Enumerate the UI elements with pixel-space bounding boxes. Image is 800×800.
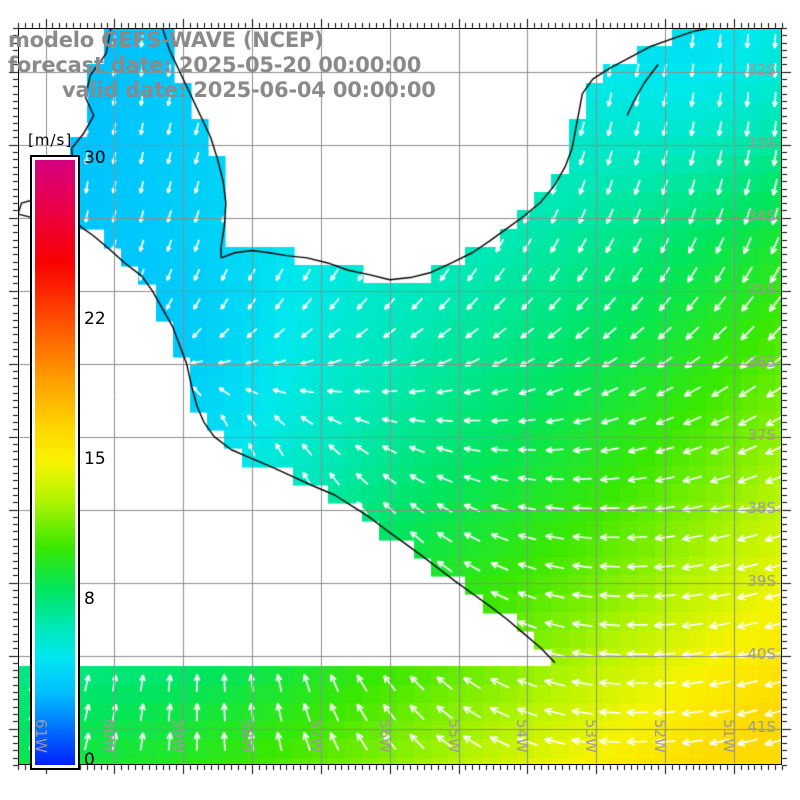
colorbar-tick-0: 0 [84,750,95,770]
longitude-label-53W: 53W [582,719,601,753]
longitude-label-57W: 57W [306,719,325,753]
grid-and-coastline-canvas [18,28,782,765]
longitude-label-54W: 54W [513,719,532,753]
colorbar-tick-30: 30 [84,148,106,168]
colorbar-tick-8: 8 [84,589,95,610]
latitude-label-39S: 39S [747,571,776,590]
longitude-label-61W: 61W [31,719,50,753]
longitude-label-58W: 58W [238,719,257,753]
colorbar-unit-label: [m/s] [28,131,73,149]
longitude-label-56W: 56W [375,719,394,753]
forecast-date-title: forecast date: 2025-05-20 00:00:00 [8,53,422,77]
latitude-label-32S: 32S [747,60,776,79]
colorbar-gradient [35,160,75,765]
colorbar-tick-22: 22 [84,308,106,329]
latitude-label-37S: 37S [747,425,776,444]
colorbar [30,155,80,770]
longitude-label-51W: 51W [719,719,738,753]
colorbar-tick-15: 15 [84,449,106,469]
latitude-label-38S: 38S [747,498,776,517]
latitude-label-41S: 41S [747,717,776,736]
longitude-label-52W: 52W [650,719,669,753]
latitude-label-33S: 33S [747,133,776,152]
title-block: modelo GEFS-WAVE (NCEP) forecast date: 2… [0,28,520,103]
latitude-label-34S: 34S [747,206,776,225]
model-title: modelo GEFS-WAVE (NCEP) [8,28,324,52]
longitude-label-55W: 55W [444,719,463,753]
longitude-label-60W: 60W [100,719,119,753]
longitude-label-59W: 59W [169,719,188,753]
latitude-label-40S: 40S [747,644,776,663]
latitude-label-36S: 36S [747,352,776,371]
valid-date-title: valid date: 2025-06-04 00:00:00 [62,78,436,102]
latitude-label-35S: 35S [747,279,776,298]
plot-area [18,28,782,765]
